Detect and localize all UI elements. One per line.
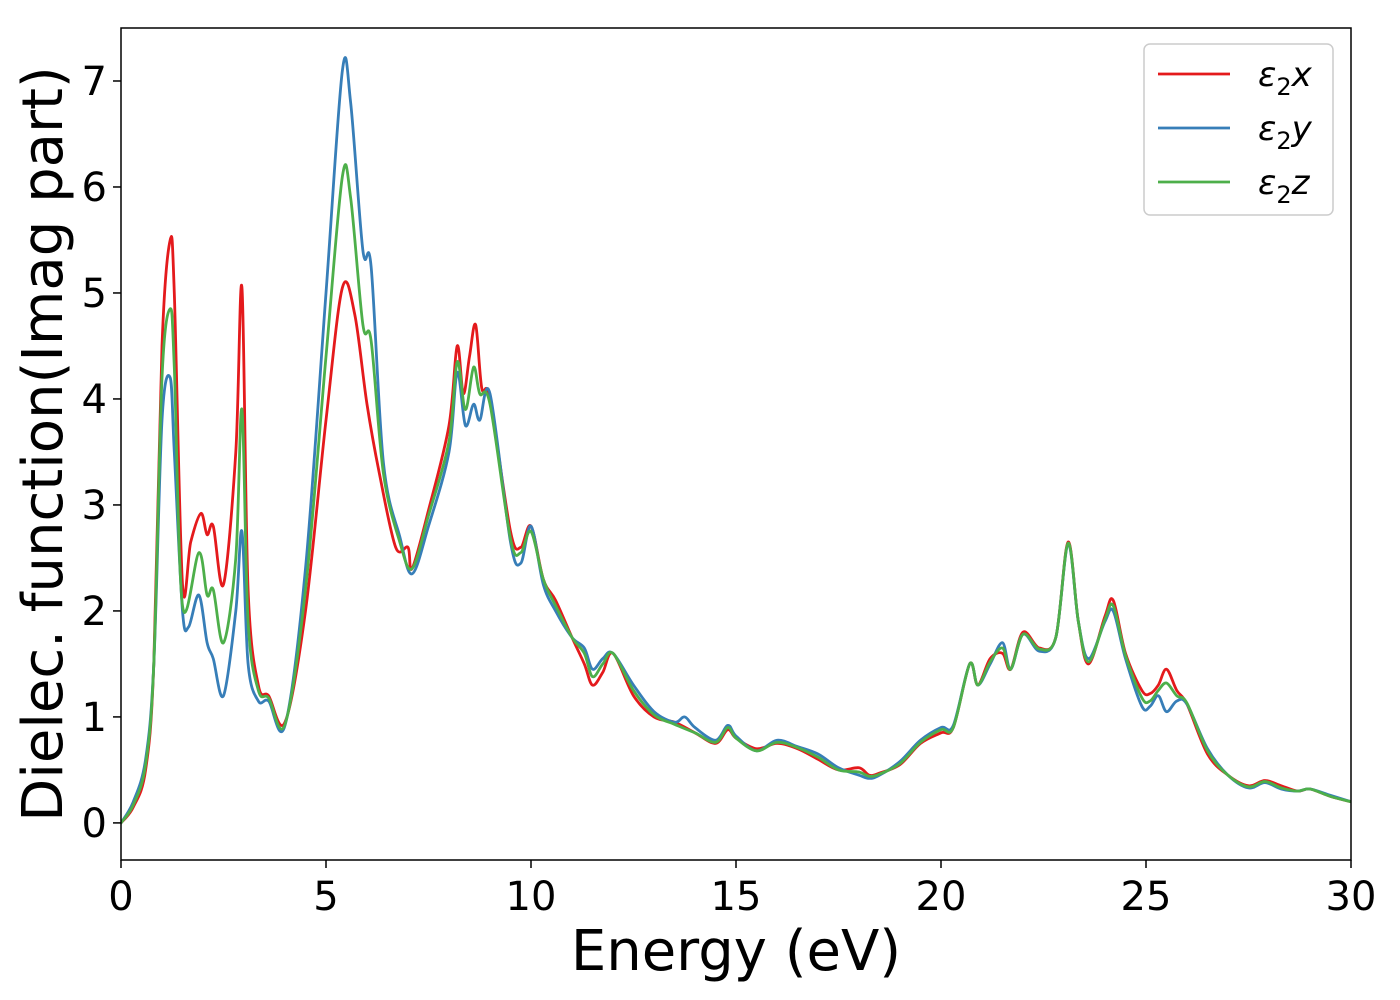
x-tick-label: 5 (313, 874, 338, 920)
x-tick-label: 0 (108, 874, 133, 920)
x-axis-title: Energy (eV) (571, 919, 901, 984)
y-axis: 0 1 2 3 4 5 6 7 (82, 59, 121, 847)
y-tick-label: 1 (82, 695, 107, 741)
y-tick-label: 3 (82, 483, 107, 529)
y-tick-label: 0 (82, 801, 107, 847)
y-tick-label: 2 (82, 589, 107, 635)
x-tick-label: 20 (916, 874, 967, 920)
y-tick-label: 5 (82, 271, 107, 317)
x-tick-label: 25 (1121, 874, 1172, 920)
y-tick-label: 6 (82, 165, 107, 211)
y-tick-label: 7 (82, 59, 107, 105)
x-axis: 0 5 10 15 20 25 30 (108, 860, 1376, 920)
series-line-z (121, 165, 1351, 823)
x-tick-label: 30 (1326, 874, 1377, 920)
x-tick-label: 10 (506, 874, 557, 920)
y-tick-label: 4 (82, 377, 107, 423)
y-axis-title: Dielec. function(Imag part) (11, 66, 76, 822)
x-tick-label: 15 (711, 874, 762, 920)
